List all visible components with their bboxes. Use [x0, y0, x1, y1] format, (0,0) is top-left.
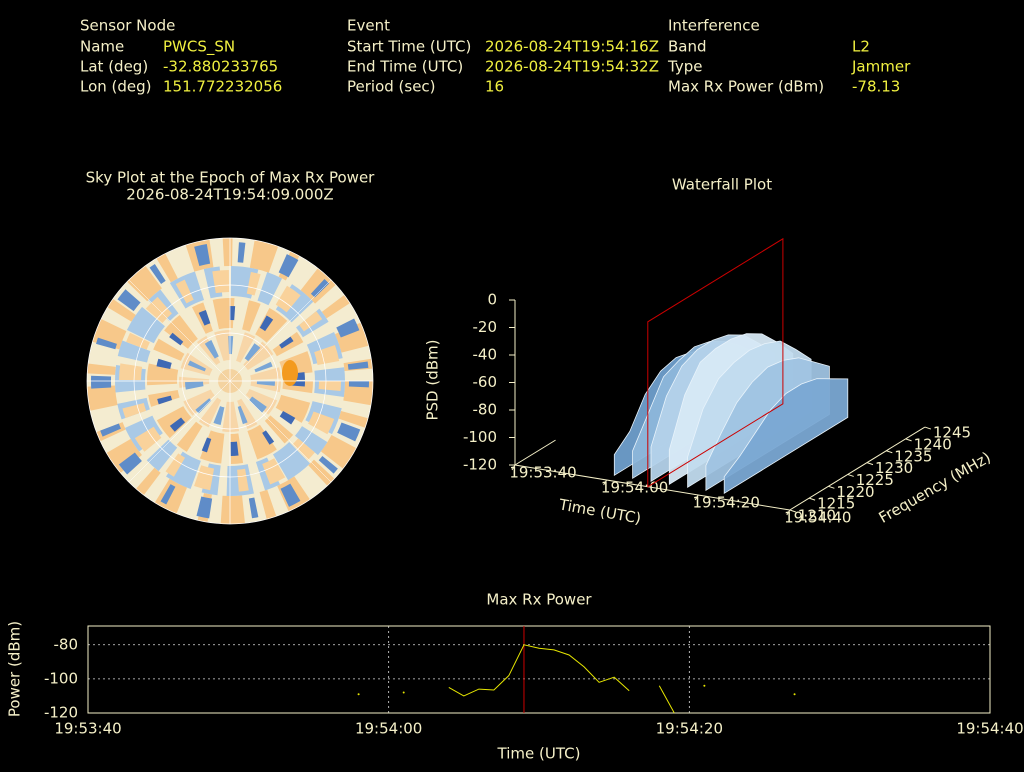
field-label: End Time (UTC) — [347, 58, 463, 76]
y-tick — [905, 438, 912, 442]
field-value: 16 — [485, 78, 504, 96]
field-value: PWCS_SN — [163, 38, 235, 57]
sky-plot: Sky Plot at the Epoch of Max Rx Power 20… — [86, 169, 376, 525]
x-tick-label: 19:54:20 — [656, 720, 723, 738]
back-axis — [514, 439, 556, 466]
y-tick — [886, 450, 893, 454]
field-value: Jammer — [851, 58, 911, 76]
field-label: Start Time (UTC) — [347, 38, 471, 56]
x-tick-label: 19:54:00 — [355, 720, 422, 738]
y-tick-label: 1240 — [914, 435, 952, 453]
y-tick-label: -80 — [54, 635, 79, 653]
y-tick-label: 1245 — [933, 424, 971, 442]
chart-title: Max Rx Power — [486, 591, 592, 609]
field-label: Max Rx Power (dBm) — [668, 78, 824, 96]
y-tick — [866, 462, 874, 466]
x-tick-label: 19:53:40 — [509, 464, 576, 482]
chart-title: Waterfall Plot — [672, 176, 772, 194]
x-tick-label: 19:54:40 — [956, 720, 1023, 738]
y-tick — [847, 473, 854, 477]
power-point — [402, 691, 405, 694]
power-point — [793, 693, 796, 696]
field-label: Period (sec) — [347, 78, 436, 96]
z-tick-label: -40 — [473, 346, 498, 364]
field-label: Lat (deg) — [80, 58, 148, 76]
z-tick-label: -60 — [473, 373, 498, 391]
x-tick-label: 19:54:40 — [784, 509, 851, 527]
sky-hotspot — [282, 360, 298, 386]
sky-axis — [128, 279, 332, 483]
field-value: L2 — [852, 38, 870, 56]
z-tick-label: 0 — [487, 291, 497, 309]
info-panel: Sensor Node Name PWCS_SN Lat (deg) -32.88023… — [80, 17, 911, 96]
z-tick-label: -80 — [473, 401, 498, 419]
y-axis — [789, 426, 926, 511]
y-tick-label: 1235 — [894, 447, 932, 465]
x-tick-label: 19:54:00 — [601, 479, 668, 497]
x-tick-label: 19:54:20 — [693, 494, 760, 512]
y-axis-title: Power (dBm) — [6, 621, 24, 717]
x-tick-label: 19:53:40 — [54, 720, 121, 738]
x-tick — [694, 494, 699, 501]
chart-title: Sky Plot at the Epoch of Max Rx Power — [86, 169, 376, 187]
max-epoch-plane — [647, 237, 784, 488]
z-tick-label: -100 — [463, 428, 497, 446]
section-title: Interference — [668, 17, 760, 35]
x-tick — [603, 479, 608, 486]
z-tick-label: -120 — [463, 456, 497, 474]
field-label: Type — [667, 58, 702, 76]
field-value: 2026-08-24T19:54:32Z — [485, 58, 659, 76]
section-title: Sensor Node — [80, 17, 175, 35]
x-axis — [514, 464, 790, 511]
y-tick — [828, 485, 835, 489]
chart-subtitle: 2026-08-24T19:54:09.000Z — [126, 186, 333, 204]
field-label: Lon (deg) — [80, 78, 152, 96]
y-tick-label: 1230 — [875, 459, 913, 477]
y-tick-label: 1225 — [856, 471, 894, 489]
y-tick-label: -100 — [44, 669, 78, 687]
y-tick-label: 1210 — [798, 507, 836, 525]
field-value: -32.880233765 — [163, 58, 278, 76]
plot-frame — [87, 625, 991, 714]
field-value: -78.13 — [852, 78, 900, 96]
field-value: 2026-08-24T19:54:16Z — [485, 38, 659, 56]
x-tick — [511, 464, 516, 471]
y-tick — [789, 509, 796, 513]
y-tick-label: 1215 — [817, 495, 855, 513]
y-tick — [808, 497, 816, 501]
power-point — [357, 693, 360, 696]
x-axis-title: Time (UTC) — [497, 745, 581, 763]
section-title: Event — [347, 17, 390, 35]
z-axis-title: PSD (dBm) — [424, 339, 442, 420]
y-tick — [924, 426, 932, 430]
y-tick-label: 1220 — [836, 483, 874, 501]
field-value: 151.772232056 — [163, 78, 282, 96]
z-tick-label: -20 — [473, 318, 498, 336]
power-point — [703, 684, 706, 687]
surface-slice — [723, 378, 849, 495]
x-tick — [786, 509, 791, 516]
field-label: Band — [668, 38, 707, 56]
y-tick-label: -120 — [44, 704, 78, 722]
field-label: Name — [80, 38, 124, 56]
